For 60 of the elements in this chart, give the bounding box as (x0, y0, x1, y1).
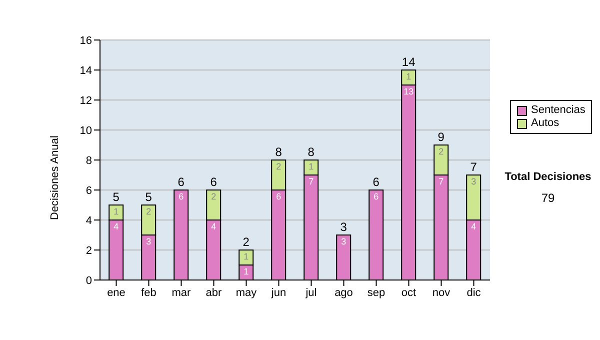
total-label: 5 (112, 190, 120, 204)
x-tick-label: ene (107, 286, 126, 299)
total-label: 5 (145, 190, 152, 204)
data-label: 7 (438, 176, 444, 186)
x-tick-label: feb (141, 286, 156, 299)
x-tick-label: nov (432, 286, 451, 299)
legend: Sentencias Autos (510, 100, 592, 134)
x-tick-label: ago (334, 286, 353, 299)
legend-label: Sentencias (531, 104, 586, 117)
data-label: 1 (308, 161, 314, 172)
y-axis-title: Decisiones Anual (48, 136, 61, 220)
y-tick-label: 16 (80, 34, 92, 47)
y-tick-label: 6 (86, 184, 92, 197)
total-label: 6 (372, 175, 380, 189)
data-label: 4 (211, 221, 216, 232)
x-tick-label: jul (304, 286, 317, 299)
total-label: 8 (275, 145, 282, 159)
data-label: 6 (276, 191, 282, 202)
data-label: 2 (146, 206, 152, 216)
x-tick-label: jun (270, 286, 286, 299)
data-label: 6 (374, 191, 379, 202)
data-label: 3 (471, 176, 476, 186)
data-label: 1 (244, 251, 249, 262)
y-tick-label: 2 (86, 244, 92, 257)
data-label: 4 (114, 221, 119, 232)
y-tick-label: 12 (80, 94, 92, 107)
x-tick-label: mar (172, 286, 192, 299)
total-label: 14 (402, 55, 416, 69)
x-tick-label: abr (206, 286, 222, 299)
data-label: 1 (244, 266, 249, 276)
text: 79 (540, 191, 556, 205)
y-tick-label: 4 (86, 214, 92, 227)
data-label: 3 (146, 236, 152, 246)
total-label: 7 (470, 160, 478, 174)
data-label: 2 (438, 146, 444, 156)
legend-label: Autos (531, 117, 560, 130)
data-label: 3 (341, 236, 346, 246)
data-label: 1 (114, 206, 119, 216)
data-label: 1 (406, 71, 412, 82)
data-label: 13 (404, 86, 414, 96)
total-label: 8 (308, 145, 315, 159)
x-tick-label: oct (401, 286, 416, 299)
text: Total Decisiones (504, 171, 592, 183)
total-label: 9 (438, 130, 445, 144)
x-tick-label: dic (466, 286, 482, 299)
y-tick-label: 0 (86, 274, 92, 287)
y-tick-label: 14 (80, 64, 92, 77)
data-label: 7 (308, 176, 314, 186)
x-tick-label: may (236, 286, 258, 299)
y-tick-label: 10 (80, 124, 92, 137)
data-label: 2 (276, 161, 282, 172)
total-label: 6 (178, 175, 185, 189)
x-tick-label: sep (367, 286, 386, 299)
y-tick-label: 8 (86, 154, 92, 167)
total-label: 6 (210, 175, 218, 189)
data-label: 4 (471, 221, 476, 232)
data-label: 6 (178, 191, 184, 202)
total-label: 3 (340, 220, 348, 234)
data-label: 2 (211, 191, 216, 202)
total-label: 2 (242, 235, 250, 249)
